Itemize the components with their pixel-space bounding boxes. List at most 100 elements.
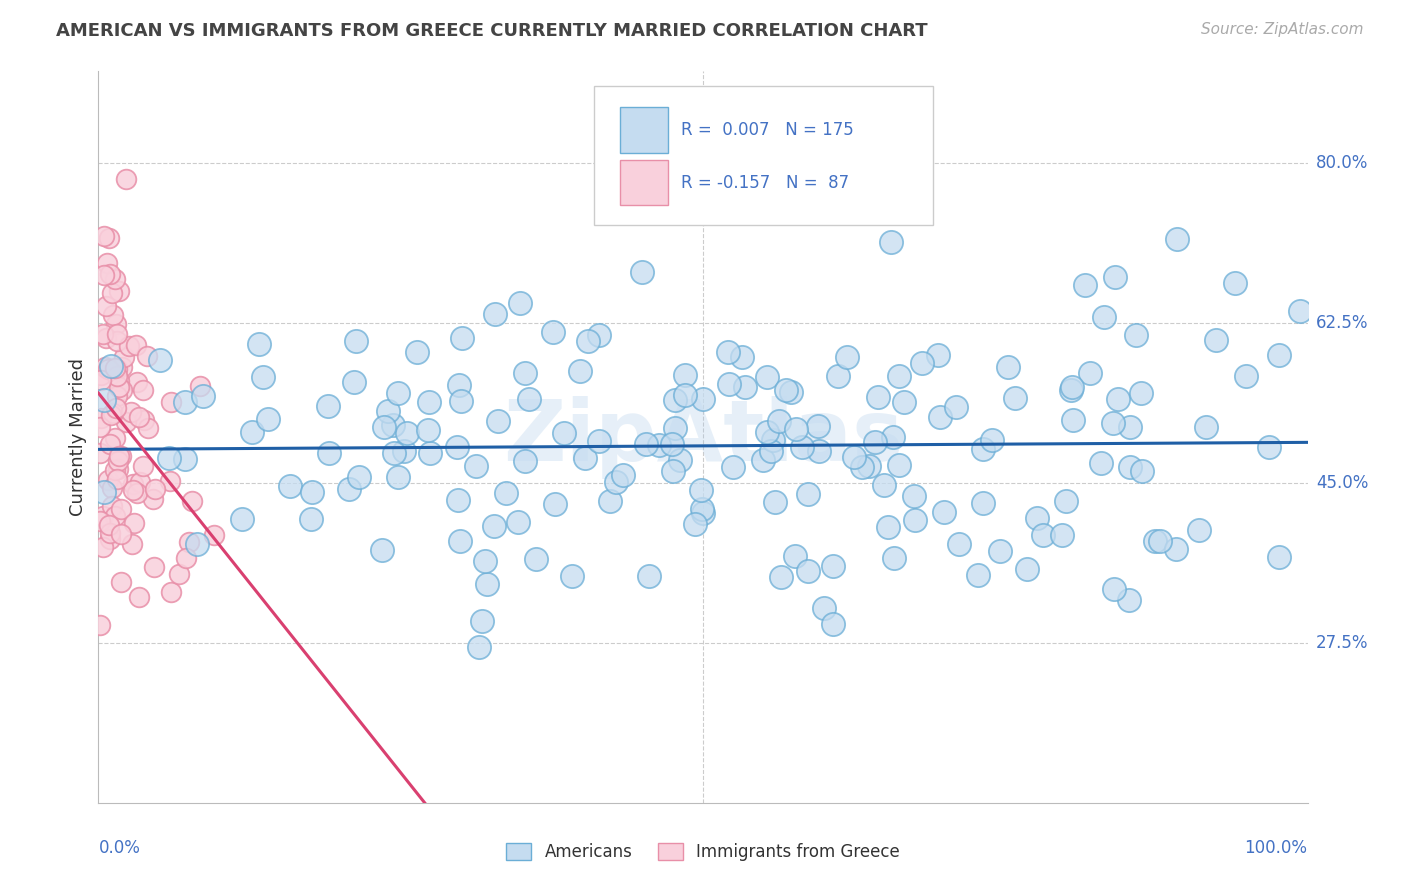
Point xyxy=(486,414,509,428)
Point xyxy=(882,430,904,444)
FancyBboxPatch shape xyxy=(620,160,668,205)
Point xyxy=(93,392,115,407)
Point xyxy=(143,559,166,574)
Point xyxy=(128,410,150,425)
Point xyxy=(149,353,172,368)
Point xyxy=(664,392,686,407)
Point xyxy=(202,528,225,542)
Point xyxy=(169,566,191,581)
Point xyxy=(373,419,395,434)
Point xyxy=(90,368,112,382)
Point xyxy=(98,525,121,540)
Point xyxy=(301,484,323,499)
Point xyxy=(813,601,835,615)
Point xyxy=(98,533,121,547)
Point xyxy=(1129,386,1152,401)
Point xyxy=(96,299,118,313)
Point xyxy=(134,413,156,427)
Point xyxy=(1205,333,1227,347)
Point xyxy=(89,420,111,434)
Point xyxy=(97,474,120,488)
Point xyxy=(125,338,148,352)
Point xyxy=(107,454,129,468)
Point xyxy=(112,351,135,365)
Point xyxy=(911,356,934,370)
Point xyxy=(756,425,779,439)
Point xyxy=(734,380,756,394)
Point xyxy=(135,349,157,363)
Point xyxy=(988,543,1011,558)
Point xyxy=(844,450,866,464)
Point xyxy=(823,559,845,574)
Point xyxy=(240,425,263,439)
Point xyxy=(98,517,121,532)
Text: 0.0%: 0.0% xyxy=(98,839,141,857)
Legend: Americans, Immigrants from Greece: Americans, Immigrants from Greece xyxy=(499,836,907,868)
Point xyxy=(124,516,146,530)
Point xyxy=(91,540,114,554)
Point xyxy=(1102,417,1125,431)
Point xyxy=(1102,582,1125,596)
Point xyxy=(104,509,127,524)
Text: 80.0%: 80.0% xyxy=(1316,153,1368,172)
Point xyxy=(98,437,121,451)
Point xyxy=(89,446,111,460)
Point xyxy=(1119,419,1142,434)
Point xyxy=(93,228,115,243)
Point xyxy=(821,616,844,631)
Point xyxy=(125,486,148,500)
Point xyxy=(689,483,711,498)
Point xyxy=(972,442,994,457)
Point xyxy=(97,362,120,376)
Point xyxy=(1032,528,1054,542)
Point xyxy=(690,501,713,516)
Point xyxy=(673,368,696,383)
Point xyxy=(91,326,114,341)
Point xyxy=(880,235,903,249)
Point xyxy=(128,590,150,604)
Point xyxy=(1118,593,1140,607)
Point xyxy=(543,325,565,339)
Point xyxy=(1074,278,1097,293)
Text: 45.0%: 45.0% xyxy=(1316,474,1368,491)
Point xyxy=(91,509,114,524)
Text: AMERICAN VS IMMIGRANTS FROM GREECE CURRENTLY MARRIED CORRELATION CHART: AMERICAN VS IMMIGRANTS FROM GREECE CURRE… xyxy=(56,22,928,40)
Point xyxy=(157,450,180,465)
Point xyxy=(90,373,112,387)
Point xyxy=(451,331,474,345)
Point xyxy=(100,359,122,373)
Point xyxy=(468,640,491,654)
Point xyxy=(752,453,775,467)
Point xyxy=(785,422,807,436)
Point xyxy=(108,374,131,388)
Point xyxy=(893,394,915,409)
Point xyxy=(887,368,910,383)
Point xyxy=(419,445,441,459)
Point xyxy=(513,366,536,380)
Point xyxy=(105,368,128,383)
Point xyxy=(90,410,112,425)
Point xyxy=(574,450,596,465)
Point xyxy=(972,495,994,509)
Point xyxy=(780,384,803,399)
Point xyxy=(142,492,165,507)
Point xyxy=(474,554,496,568)
Point xyxy=(664,421,686,435)
Point xyxy=(544,497,567,511)
Point xyxy=(111,384,134,398)
Point xyxy=(783,549,806,564)
Point xyxy=(1149,534,1171,549)
Point xyxy=(835,350,858,364)
Point xyxy=(1062,380,1084,394)
Point xyxy=(872,478,894,492)
Point xyxy=(145,482,167,496)
Point xyxy=(482,519,505,533)
Point xyxy=(673,388,696,402)
Point xyxy=(1078,366,1101,380)
Point xyxy=(111,359,134,374)
Point xyxy=(508,515,530,529)
Point xyxy=(721,460,744,475)
Point xyxy=(104,432,127,446)
Point xyxy=(110,449,132,463)
Point xyxy=(344,334,367,348)
